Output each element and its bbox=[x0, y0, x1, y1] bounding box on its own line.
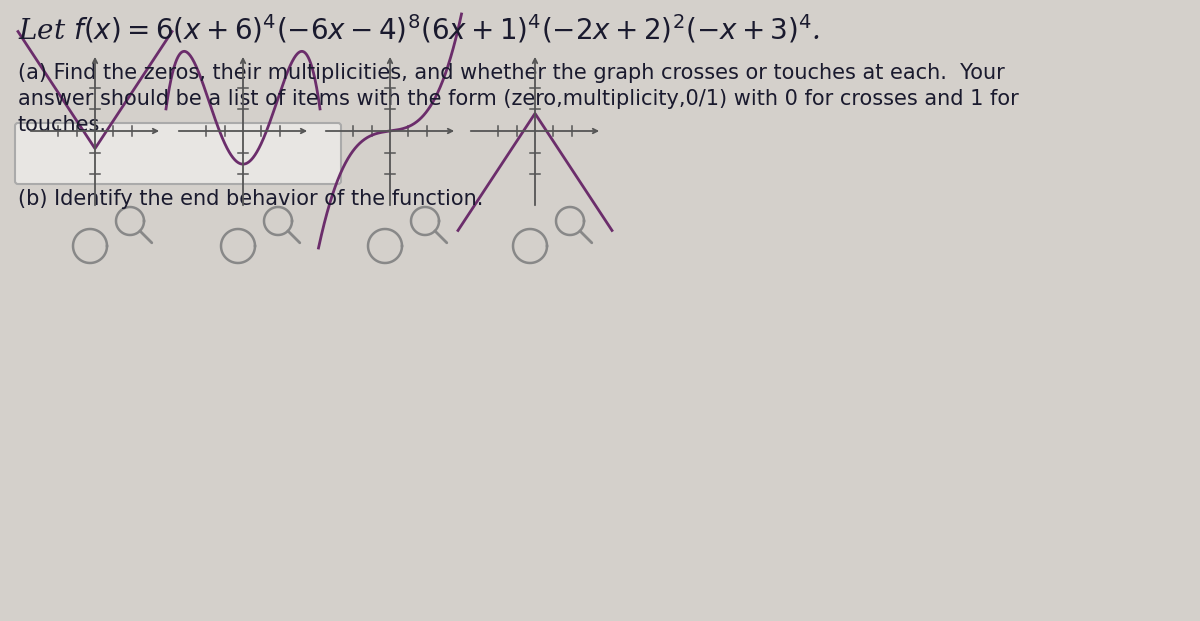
Text: touches.: touches. bbox=[18, 115, 107, 135]
Text: (b) Identify the end behavior of the function.: (b) Identify the end behavior of the fun… bbox=[18, 189, 484, 209]
Text: (a) Find the zeros, their multiplicities, and whether the graph crosses or touch: (a) Find the zeros, their multiplicities… bbox=[18, 63, 1004, 83]
Text: answer should be a list of items with the form (zero,multiplicity,0/1) with 0 fo: answer should be a list of items with th… bbox=[18, 89, 1019, 109]
FancyBboxPatch shape bbox=[14, 123, 341, 184]
Text: Let $f(x) = 6(x + 6)^4(- 6x - 4)^8(6x + 1)^4(- 2x + 2)^2(- x + 3)^4$.: Let $f(x) = 6(x + 6)^4(- 6x - 4)^8(6x + … bbox=[18, 13, 820, 46]
